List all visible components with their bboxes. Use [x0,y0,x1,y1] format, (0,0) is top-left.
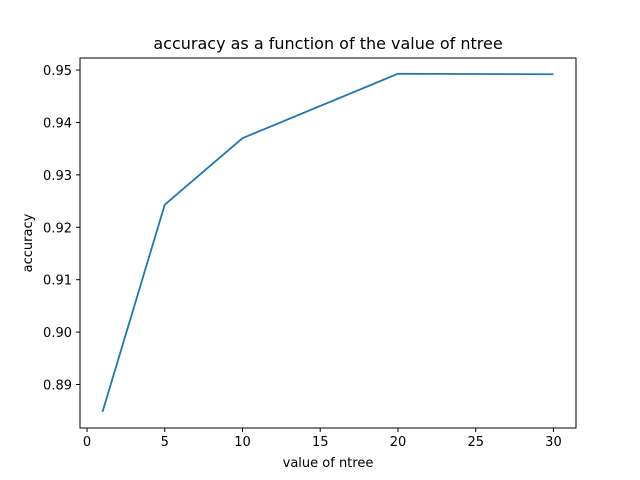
x-tick-label: 25 [467,435,484,450]
chart-title: accuracy as a function of the value of n… [153,34,502,53]
x-axis-label: value of ntree [283,456,374,471]
x-tick-label: 10 [234,435,251,450]
x-tick-label: 20 [390,435,407,450]
y-tick-label: 0.91 [43,274,72,289]
y-tick-label: 0.93 [43,169,72,184]
y-axis-label: accuracy [21,213,36,272]
y-tick-label: 0.90 [43,326,72,341]
x-tick-label: 5 [161,435,169,450]
y-tick-label: 0.95 [43,64,72,79]
x-tick-label: 0 [83,435,91,450]
x-tick-label: 15 [312,435,329,450]
y-tick-label: 0.89 [43,379,72,394]
plot-area: 0 5 10 15 20 25 30 0.89 0.90 0.91 0.92 0.93 0.94 0.95 [43,64,562,450]
x-tick-label: 30 [545,435,562,450]
y-tick-label: 0.92 [43,221,72,236]
axes-frame [79,57,577,429]
y-tick-label: 0.94 [43,116,72,131]
